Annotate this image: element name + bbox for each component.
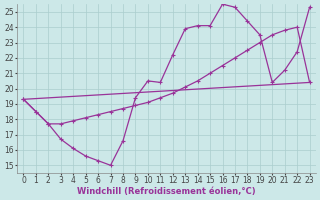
X-axis label: Windchill (Refroidissement éolien,°C): Windchill (Refroidissement éolien,°C) — [77, 187, 256, 196]
